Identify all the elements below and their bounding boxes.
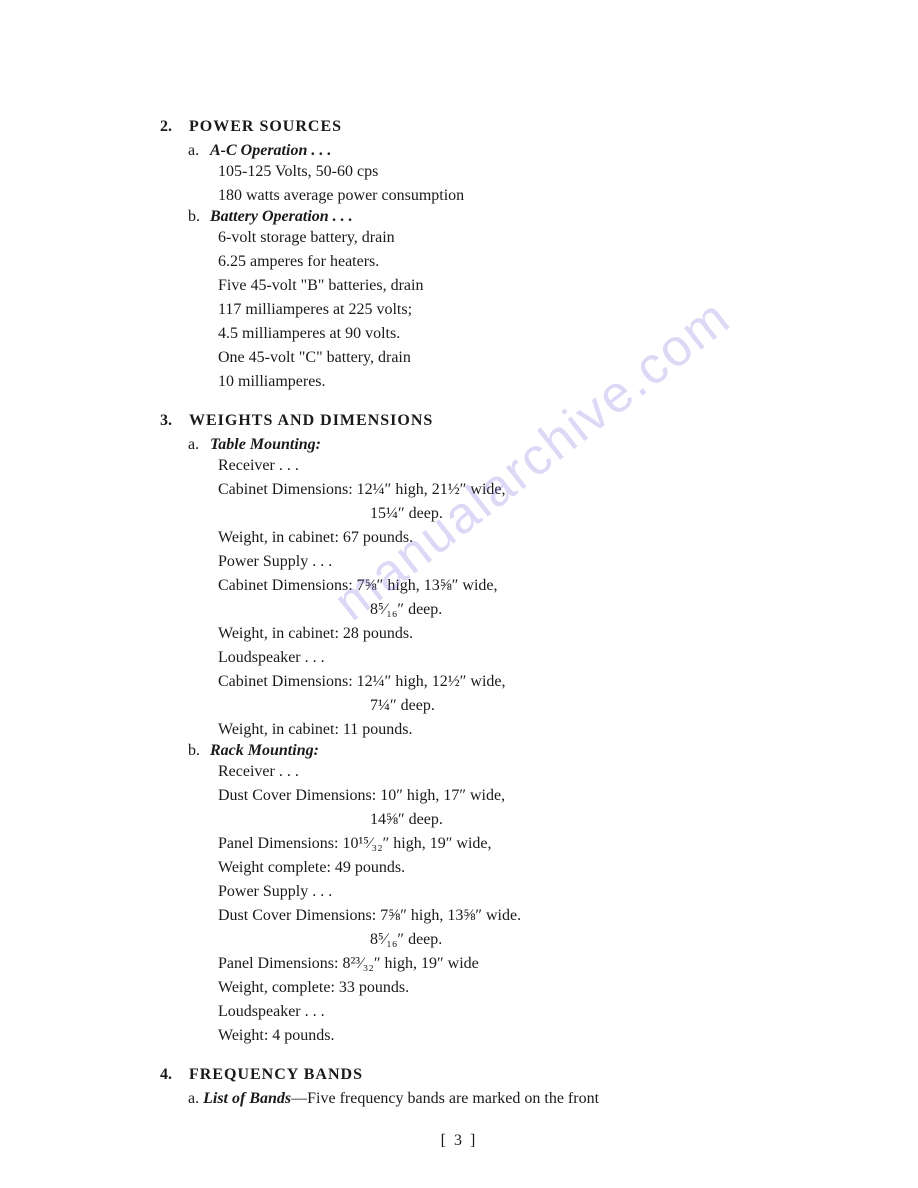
body-line: 180 watts average power consumption [218, 184, 758, 208]
sub-letter: a. [188, 436, 206, 454]
body-line: Cabinet Dimensions: 7⅝″ high, 13⅝″ wide, [218, 574, 758, 598]
body-line: Weight, in cabinet: 67 pounds. [218, 526, 758, 550]
section-2-num: 2. [160, 118, 185, 136]
section-4-title: FREQUENCY BANDS [189, 1066, 363, 1083]
body-line: Panel Dimensions: 8²³⁄₃₂″ high, 19″ wide [218, 952, 758, 976]
sub-title: Battery Operation . . . [210, 208, 353, 225]
body-line: 6.25 amperes for heaters. [218, 250, 758, 274]
sub-letter: b. [188, 208, 206, 226]
body-line: Dust Cover Dimensions: 7⅝″ high, 13⅝″ wi… [218, 904, 758, 928]
body-line: Receiver . . . [218, 454, 758, 478]
body-line-indent: 14⅝″ deep. [370, 808, 758, 832]
section-2-header: 2. POWER SOURCES [160, 118, 758, 136]
page-number: [ 3 ] [160, 1132, 758, 1150]
body-line: Dust Cover Dimensions: 10″ high, 17″ wid… [218, 784, 758, 808]
sub-title: List of Bands [203, 1090, 291, 1107]
section-3-header: 3. WEIGHTS AND DIMENSIONS [160, 412, 758, 430]
body-line: Loudspeaker . . . [218, 1000, 758, 1024]
body-line: Cabinet Dimensions: 12¼″ high, 12½″ wide… [218, 670, 758, 694]
section-3a: a. Table Mounting: [160, 436, 758, 454]
body-line: Weight, complete: 33 pounds. [218, 976, 758, 1000]
sub-letter: a. [188, 142, 206, 160]
body-line: 10 milliamperes. [218, 370, 758, 394]
section-4a: a. List of Bands—Five frequency bands ar… [188, 1090, 758, 1108]
body-line: 105-125 Volts, 50-60 cps [218, 160, 758, 184]
sub-letter: a. [188, 1090, 199, 1107]
section-2a: a. A-C Operation . . . [160, 142, 758, 160]
sub-letter: b. [188, 742, 206, 760]
body-line: Receiver . . . [218, 760, 758, 784]
sub-title: A-C Operation . . . [210, 142, 331, 159]
body-line-indent: 15¼″ deep. [370, 502, 758, 526]
section-2-title: POWER SOURCES [189, 118, 342, 135]
body-line-indent: 8⁵⁄₁₆″ deep. [370, 598, 758, 622]
sub-title: Rack Mounting: [210, 742, 319, 759]
body-line: 4.5 milliamperes at 90 volts. [218, 322, 758, 346]
body-line: One 45-volt "C" battery, drain [218, 346, 758, 370]
body-line: 6-volt storage battery, drain [218, 226, 758, 250]
section-4-num: 4. [160, 1066, 185, 1084]
body-line: Panel Dimensions: 10¹⁵⁄₃₂″ high, 19″ wid… [218, 832, 758, 856]
body-line: Weight, in cabinet: 28 pounds. [218, 622, 758, 646]
body-line-indent: 8⁵⁄₁₆″ deep. [370, 928, 758, 952]
body-line: Weight: 4 pounds. [218, 1024, 758, 1048]
sub-title: Table Mounting: [210, 436, 321, 453]
body-line: Cabinet Dimensions: 12¼″ high, 21½″ wide… [218, 478, 758, 502]
section-3-num: 3. [160, 412, 185, 430]
body-line: Power Supply . . . [218, 880, 758, 904]
body-line-indent: 7¼″ deep. [370, 694, 758, 718]
body-line: Loudspeaker . . . [218, 646, 758, 670]
body-line: Weight complete: 49 pounds. [218, 856, 758, 880]
body-line: 117 milliamperes at 225 volts; [218, 298, 758, 322]
section-3-title: WEIGHTS AND DIMENSIONS [189, 412, 433, 429]
body-line: Power Supply . . . [218, 550, 758, 574]
body-text: —Five frequency bands are marked on the … [291, 1090, 599, 1107]
section-2b: b. Battery Operation . . . [160, 208, 758, 226]
body-line: Weight, in cabinet: 11 pounds. [218, 718, 758, 742]
body-line: Five 45-volt "B" batteries, drain [218, 274, 758, 298]
section-4-header: 4. FREQUENCY BANDS [160, 1066, 758, 1084]
section-3b: b. Rack Mounting: [160, 742, 758, 760]
